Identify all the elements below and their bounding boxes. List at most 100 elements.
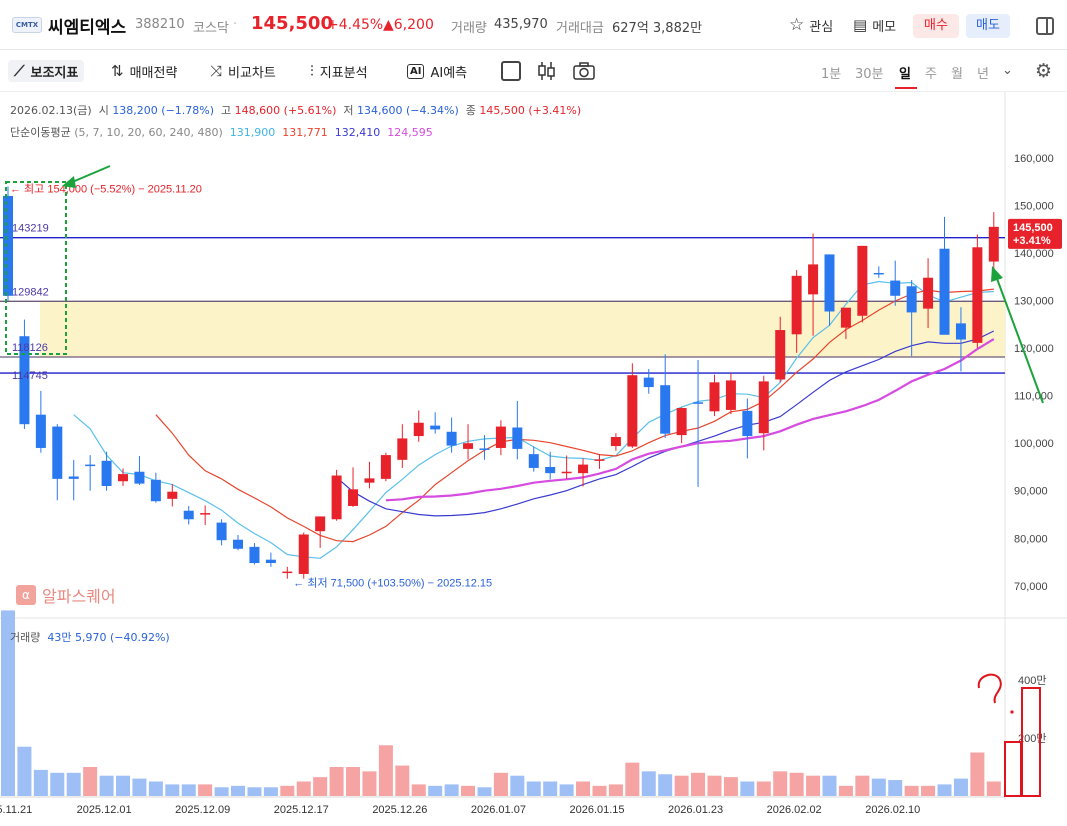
candle-body [725, 380, 736, 410]
candle-body [988, 226, 999, 262]
candle-body [791, 275, 802, 335]
volume-bar [313, 777, 328, 796]
volume-bar [921, 785, 936, 796]
change-percent: +4.45% [327, 17, 384, 33]
red-markup-box [1004, 741, 1022, 797]
change-amount: ▲6,200 [383, 17, 434, 33]
current-price-tag-pct: +3.41% [1013, 235, 1051, 247]
chevron-down-icon[interactable]: ⌄ [1002, 63, 1013, 78]
candle-body [183, 510, 194, 520]
green-arrow-left-shaft [69, 165, 111, 184]
candle-body [561, 471, 572, 474]
candle-body [906, 286, 917, 313]
indicators-button[interactable]: ⟋ 보조지표 [8, 60, 85, 82]
candle-body [463, 443, 474, 449]
period-day[interactable]: 일 [899, 67, 911, 82]
analysis-button[interactable]: ⫶ 지표분석 [310, 60, 368, 82]
indicators-label: 보조지표 [30, 65, 79, 81]
indicator-icon: ⟋ [14, 62, 25, 80]
volume-bar [970, 752, 985, 796]
drawing-box-button[interactable] [501, 60, 521, 82]
volume-bar [148, 781, 163, 796]
watch-button[interactable]: ☆ 관심 [789, 13, 833, 37]
strategy-button[interactable]: ⇅ 매매전략 [111, 60, 177, 82]
volume-bar [674, 775, 689, 796]
volume-bar [263, 787, 278, 796]
volume-bar [543, 781, 558, 796]
price-level-label: 118126 [12, 342, 48, 354]
candle-body [627, 375, 638, 447]
volume-bar [493, 772, 508, 796]
current-price-tag [1008, 218, 1062, 249]
red-question-mark [977, 673, 1002, 704]
volume-bar [231, 785, 246, 796]
green-arrow-right-head [991, 266, 1003, 282]
date-tick-label: 2026.01.23 [668, 804, 723, 816]
volume-bar [66, 772, 81, 796]
price-level-label: 143219 [12, 223, 49, 235]
candle-body [446, 431, 457, 446]
volume-bar [444, 784, 459, 796]
volume-bar [510, 775, 525, 796]
price-volume-chart[interactable]: 160,000 150,000 140,000 130,000 120,000 110,0… [0, 92, 1067, 826]
candle-body [364, 478, 375, 483]
volume-info-value: 43만 5,970 (−40.92%) [47, 631, 170, 644]
candle-body [495, 426, 506, 448]
candle-body [298, 534, 309, 574]
volume-bar [871, 778, 886, 796]
volume-info: 거래량 43만 5,970 (−40.92%) [10, 629, 170, 645]
side-panel-icon[interactable] [1036, 17, 1054, 35]
period-year[interactable]: 년 [977, 67, 989, 82]
volume-bar [346, 767, 361, 796]
volume-bar [526, 781, 541, 796]
candle-body [545, 466, 556, 474]
volume-bar [855, 775, 870, 796]
candle-body [512, 427, 523, 449]
candle-body [331, 475, 342, 520]
candle-body [413, 422, 424, 437]
memo-button[interactable]: ▤ 메모 [853, 13, 896, 37]
low-price-note: ← 최저 71,500 (+103.50%) − 2025.12.15 [293, 577, 492, 590]
period-month[interactable]: 월 [951, 67, 963, 82]
compare-button[interactable]: ⤨ 비교차트 [210, 60, 276, 82]
volume-value: 435,970 [494, 17, 548, 32]
high-label: 고 [221, 104, 232, 117]
volume-bar [296, 781, 311, 796]
ma60-value: 124,595 [387, 126, 433, 139]
volume-bar [559, 784, 574, 796]
price-tick-label: 70,000 [1014, 581, 1048, 593]
candle-type-button[interactable] [538, 60, 556, 82]
candle-body [118, 474, 129, 482]
volume-bar [986, 781, 1001, 796]
screenshot-button[interactable] [573, 60, 595, 82]
date-tick-label: 2026.02.10 [865, 804, 920, 816]
strategy-label: 매매전략 [129, 65, 178, 81]
price-tick-label: 150,000 [1014, 200, 1054, 212]
volume-bar [362, 771, 377, 796]
date-tick-label: 2026.01.15 [569, 804, 624, 816]
sell-button[interactable]: 매도 [966, 14, 1010, 38]
period-week[interactable]: 주 [925, 67, 937, 82]
candle-body [479, 448, 490, 450]
green-arrow-left-head [62, 176, 76, 188]
buy-button[interactable]: 매수 [913, 14, 959, 38]
period-30min[interactable]: 30분 [855, 67, 884, 82]
analysis-label: 지표분석 [319, 65, 368, 81]
gear-icon[interactable]: ⚙ [1035, 60, 1053, 82]
sort-arrows-icon: ⇅ [111, 62, 124, 80]
ma20-value: 132,410 [334, 126, 381, 139]
compare-label: 비교차트 [228, 65, 276, 81]
volume-bar [691, 772, 706, 796]
volume-bar [17, 746, 32, 796]
volume-bar [592, 785, 607, 796]
company-logo: CMTX [12, 17, 42, 33]
ai-forecast-button[interactable]: AI AI예측 [407, 60, 467, 82]
volume-bar [165, 784, 180, 796]
high-value: 148,600 (+5.61%) [234, 104, 337, 117]
candle-body [824, 254, 835, 312]
candle-body [594, 459, 605, 461]
candle-body [348, 489, 359, 506]
candle-body [233, 539, 244, 549]
price-tick-label: 120,000 [1014, 343, 1054, 355]
period-1min[interactable]: 1분 [821, 67, 842, 82]
